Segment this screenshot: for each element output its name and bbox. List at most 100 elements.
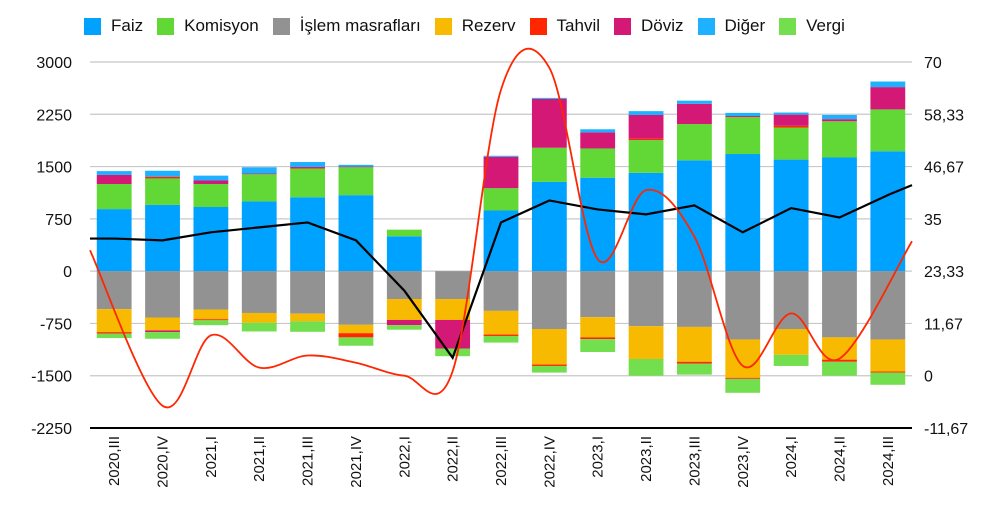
legend-swatch	[614, 17, 632, 35]
x-tick-label: 2022,I	[396, 436, 413, 478]
legend-item-komisyon: Komisyon	[157, 16, 259, 36]
bar-segment-tahvil	[338, 333, 374, 338]
bar-segment-tahvil	[822, 359, 857, 362]
bar-segment-ilemmasraflar	[531, 271, 567, 330]
bar-segment-vergi	[96, 333, 132, 339]
bar-segment-rezerv	[96, 309, 132, 333]
bar-segment-tahvil	[483, 334, 519, 336]
bar-segment-faiz	[96, 209, 132, 272]
axes: 3000 2250 1500 750 0 -750 -1500 -2250 70 58,33 46,…	[31, 55, 968, 488]
bar-segment-dier	[580, 129, 616, 133]
bar-segment-rezerv	[580, 317, 616, 338]
bar-segment-tahvil	[96, 332, 132, 334]
bar-segment-faiz	[338, 195, 374, 272]
bar-segment-vergi	[822, 361, 857, 376]
legend-label: Rezerv	[461, 16, 516, 35]
bar-segment-ilemmasraflar	[483, 271, 519, 311]
bar-segment-tahvil	[145, 176, 180, 179]
legend-item-faiz: Faiz	[84, 16, 143, 36]
bar-segment-ilemmasraflar	[773, 271, 809, 330]
x-tick-label: 2023,III	[686, 436, 703, 486]
bar-segment-dier	[822, 114, 857, 120]
bar-segment-tahvil	[773, 125, 809, 128]
bar-segment-ilemmasraflar	[870, 271, 906, 340]
bar-segment-vergi	[193, 320, 229, 326]
bar-segment-komisyon	[386, 229, 422, 237]
bar-segment-vergi	[725, 378, 761, 393]
bar-segment-tahvil	[870, 371, 906, 373]
bar-segment-dier	[870, 81, 906, 88]
bar-segment-vergi	[145, 332, 180, 339]
x-tick-label: 2024,II	[831, 436, 848, 482]
y-tick-label-right: 46,67	[924, 160, 964, 177]
legend-label: Döviz	[641, 16, 684, 35]
bar-segment-komisyon	[145, 178, 180, 205]
bar-segment-rezerv	[870, 339, 906, 372]
legend-swatch	[529, 17, 547, 35]
bar-segment-rezerv	[435, 299, 471, 320]
x-tick-label: 2022,II	[445, 436, 462, 482]
bar-segment-ilemmasraflar	[822, 271, 857, 338]
x-tick-label: 2020,III	[106, 436, 123, 486]
bar-segment-ilemmasraflar	[386, 271, 422, 300]
bar-segment-dier	[145, 170, 180, 177]
bar-segment-rezerv	[145, 317, 180, 331]
bar-segment-faiz	[725, 154, 761, 272]
bar-segment-dier	[725, 112, 761, 117]
x-tick-label: 2020,IV	[155, 436, 172, 488]
legend-item-doviz: Döviz	[614, 16, 684, 36]
bar-segment-rezerv	[290, 313, 325, 322]
y-tick-label-right: 11,67	[924, 316, 963, 333]
lines	[89, 47, 913, 409]
y-tick-label-left: 1500	[36, 160, 72, 177]
x-tick-label: 2021,IV	[348, 436, 365, 488]
legend-swatch	[697, 17, 715, 35]
bar-segment-dviz	[386, 319, 422, 326]
bar-segment-vergi	[531, 365, 567, 373]
bar-segment-komisyon	[677, 124, 712, 161]
bar-segment-rezerv	[822, 337, 857, 360]
bar-segment-rezerv	[193, 309, 229, 320]
bar-segment-ilemmasraflar	[725, 271, 761, 340]
x-tick-label: 2021,II	[251, 436, 268, 482]
bar-segment-komisyon	[725, 117, 761, 155]
x-tick-label: 2024,III	[880, 436, 897, 486]
bar-segment-komisyon	[193, 184, 229, 208]
bar-segment-komisyon	[96, 184, 132, 210]
bar-segment-dviz	[725, 116, 761, 118]
bar-segment-faiz	[531, 181, 567, 272]
bar-segment-dviz	[241, 173, 277, 175]
bar-segment-dviz	[773, 114, 809, 126]
y-tick-label-right: 23,33	[924, 264, 964, 281]
legend-swatch	[434, 17, 452, 35]
x-tick-label: 2024,I	[783, 436, 800, 478]
bar-segment-ilemmasraflar	[677, 271, 712, 327]
line-series-black	[90, 184, 913, 361]
bar-segment-tahvil	[725, 377, 761, 379]
bars	[96, 81, 906, 393]
bar-segment-dviz	[628, 114, 664, 139]
bar-segment-vergi	[483, 335, 519, 343]
legend-item-diger: Diğer	[697, 16, 765, 36]
bar-segment-dviz	[290, 166, 325, 168]
bar-segment-rezerv	[386, 299, 422, 320]
bar-segment-faiz	[773, 159, 809, 272]
legend-label: Faiz	[111, 16, 144, 35]
legend-item-islem-masraflari: İşlem masrafları	[272, 16, 421, 36]
bar-segment-faiz	[241, 201, 277, 272]
bar-segment-tahvil	[290, 167, 325, 169]
bar-segment-rezerv	[531, 329, 567, 365]
bar-segment-vergi	[580, 339, 616, 353]
bar-segment-rezerv	[773, 329, 809, 355]
bar-segment-dier	[241, 167, 277, 174]
bar-segment-vergi	[677, 363, 712, 375]
bar-segment-vergi	[435, 348, 471, 357]
bar-segment-dier	[290, 162, 325, 167]
bar-segment-ilemmasraflar	[580, 271, 616, 318]
bar-segment-ilemmasraflar	[290, 271, 325, 314]
y-tick-label-right: 0	[924, 369, 933, 386]
legend-swatch	[84, 17, 101, 35]
bar-segment-ilemmasraflar	[435, 271, 471, 300]
y-tick-label-right: 35	[924, 212, 942, 229]
bar-segment-dviz	[96, 174, 132, 184]
